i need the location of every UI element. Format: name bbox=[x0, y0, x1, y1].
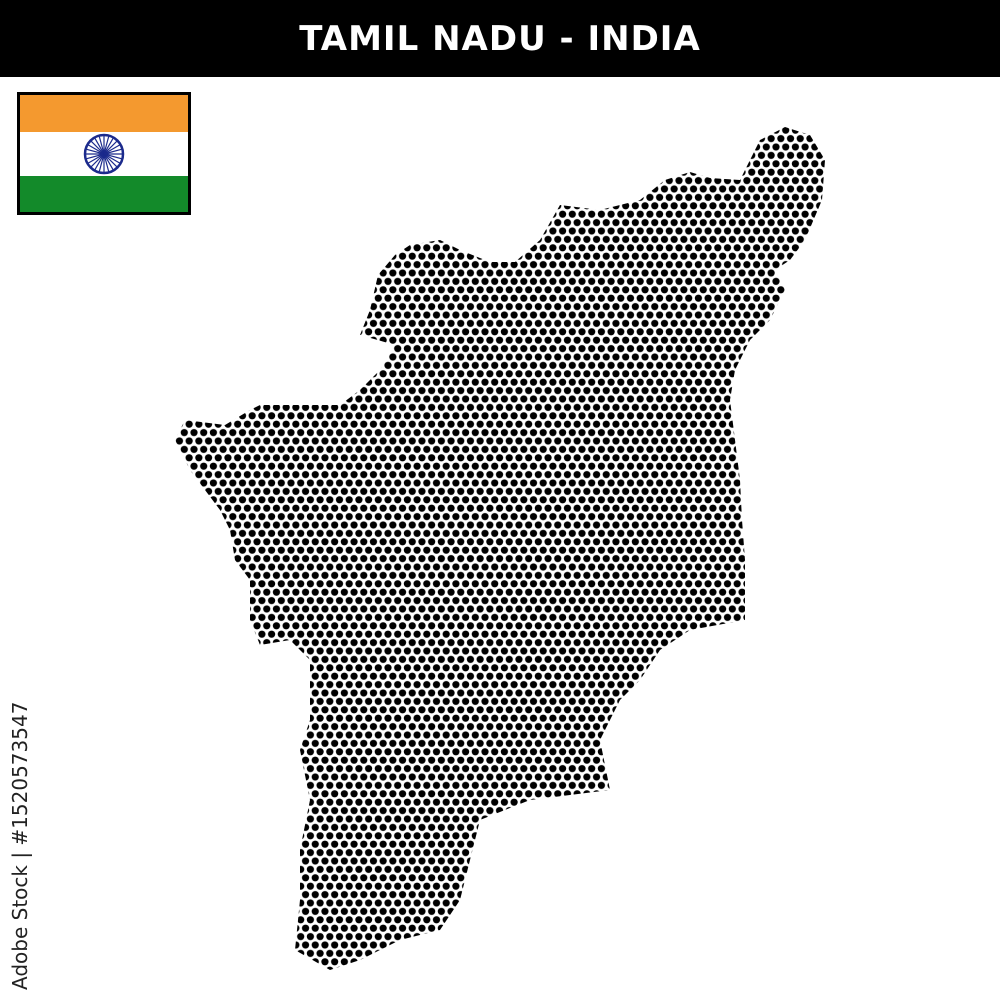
ashoka-chakra-icon bbox=[83, 133, 125, 174]
chakra-spoke bbox=[103, 140, 118, 154]
chakra-spoke bbox=[103, 152, 120, 164]
chakra-spoke bbox=[103, 153, 114, 170]
chakra-spoke bbox=[94, 153, 105, 170]
chakra-spoke bbox=[94, 137, 105, 154]
chakra-spoke bbox=[86, 152, 105, 159]
chakra-spoke bbox=[103, 135, 110, 154]
chakra-spoke bbox=[86, 148, 105, 155]
chakra-spoke bbox=[88, 152, 105, 164]
chakra-spoke bbox=[98, 135, 105, 154]
chakra-spoke bbox=[103, 143, 120, 155]
title-bar: TAMIL NADU - INDIA bbox=[0, 0, 1000, 77]
chakra-spoke bbox=[103, 152, 122, 159]
chakra-spoke bbox=[103, 153, 118, 167]
chakra-spoke bbox=[90, 140, 105, 154]
india-flag bbox=[17, 92, 191, 215]
chakra-spoke bbox=[90, 153, 105, 167]
chakra-spoke bbox=[103, 137, 114, 154]
chakra-spoke bbox=[88, 143, 105, 155]
chakra-spoke bbox=[103, 148, 122, 155]
stock-credit: Adobe Stock | #1520573547 bbox=[8, 701, 32, 990]
chakra-spoke bbox=[98, 153, 105, 172]
flag-white-stripe bbox=[20, 131, 188, 176]
chakra-spoke bbox=[103, 153, 110, 172]
flag-green-stripe bbox=[20, 175, 188, 212]
page-title: TAMIL NADU - INDIA bbox=[299, 18, 701, 59]
flag-saffron-stripe bbox=[20, 95, 188, 132]
state-outline-dots bbox=[175, 127, 825, 970]
